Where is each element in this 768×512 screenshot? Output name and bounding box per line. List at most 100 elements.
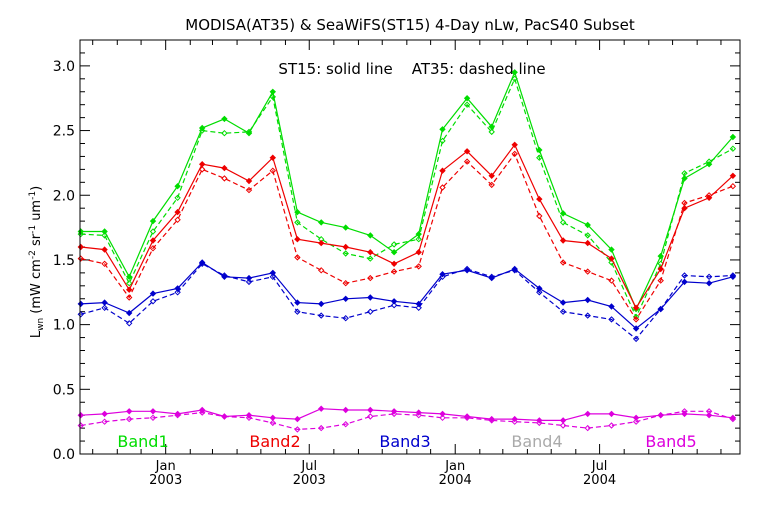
band2-point bbox=[367, 274, 374, 282]
band5-point bbox=[488, 417, 495, 424]
band2-point bbox=[657, 265, 664, 273]
band5-point bbox=[221, 413, 228, 420]
band2-point bbox=[681, 199, 688, 207]
band3-point bbox=[705, 273, 713, 281]
band3-point bbox=[415, 300, 422, 308]
band1-point bbox=[536, 146, 543, 154]
band3-point bbox=[511, 267, 518, 274]
band2-point bbox=[294, 235, 301, 243]
band2-point bbox=[174, 208, 181, 216]
band1-point bbox=[367, 255, 374, 262]
band3-point bbox=[536, 285, 543, 292]
band3-point bbox=[342, 295, 349, 303]
band5-point bbox=[632, 414, 640, 422]
y-tick-label: 2.5 bbox=[53, 124, 75, 140]
band1-point bbox=[390, 241, 398, 248]
band3-point bbox=[294, 299, 301, 306]
band2-point bbox=[584, 268, 591, 275]
band3-point bbox=[463, 265, 471, 273]
band2-point bbox=[705, 192, 713, 199]
band5-point bbox=[439, 414, 446, 422]
band3-point bbox=[269, 269, 277, 277]
legend-item: Band1 bbox=[117, 432, 168, 451]
band5-point bbox=[342, 420, 349, 428]
band2-point bbox=[77, 243, 85, 251]
band5-point bbox=[681, 408, 688, 415]
band1-point bbox=[294, 208, 301, 216]
band5-point bbox=[559, 422, 567, 429]
band2-point bbox=[511, 150, 518, 158]
band3-point bbox=[317, 300, 325, 308]
band2-point bbox=[269, 167, 277, 174]
band3-point bbox=[367, 308, 374, 315]
band3-point bbox=[101, 304, 108, 312]
band5-point bbox=[705, 408, 713, 415]
band1-point bbox=[125, 273, 133, 281]
band5-point bbox=[317, 424, 325, 432]
band1-point bbox=[269, 93, 277, 101]
x-tick-label-year: 2003 bbox=[293, 473, 326, 488]
band3-solid-line bbox=[80, 261, 734, 330]
band1-point bbox=[415, 235, 422, 243]
band3-point bbox=[632, 335, 640, 343]
band2-point bbox=[729, 172, 737, 180]
band3-point bbox=[681, 272, 688, 279]
band2-point bbox=[221, 175, 228, 182]
band1-point bbox=[269, 88, 277, 96]
band5-point bbox=[101, 418, 108, 425]
band2-point bbox=[488, 172, 495, 180]
band2-point bbox=[488, 181, 495, 189]
x-tick-label-year: 2004 bbox=[439, 473, 472, 488]
band1-point bbox=[681, 170, 688, 177]
x-tick-label-year: 2003 bbox=[149, 473, 182, 488]
band3-point bbox=[198, 259, 206, 266]
band3-point bbox=[245, 274, 253, 282]
band5-point bbox=[149, 414, 157, 422]
band5-point bbox=[463, 413, 471, 420]
band2-point bbox=[463, 148, 471, 155]
band2-point bbox=[559, 259, 567, 266]
band1-point bbox=[317, 219, 325, 226]
band5-point bbox=[367, 413, 374, 420]
band1-point bbox=[77, 230, 85, 238]
band2-point bbox=[198, 160, 206, 168]
band2-point bbox=[415, 263, 422, 270]
band1-point bbox=[705, 158, 713, 165]
band1-point bbox=[584, 232, 591, 239]
band1-solid-line bbox=[80, 70, 734, 311]
band3-point bbox=[584, 312, 591, 319]
band3-point bbox=[149, 290, 157, 297]
band2-point bbox=[269, 154, 277, 161]
band2-point bbox=[681, 204, 688, 212]
band3-point bbox=[439, 273, 446, 281]
band1-point bbox=[559, 219, 567, 226]
y-tick-label: 2.0 bbox=[53, 188, 75, 204]
band2-point bbox=[245, 177, 253, 185]
band5-point bbox=[511, 418, 518, 425]
band3-point bbox=[101, 299, 108, 306]
band2-point bbox=[101, 246, 108, 253]
band3-dashed-line bbox=[80, 263, 733, 340]
y-axis-label: Lwn (mW cm-2 sr-1 um-1) bbox=[28, 186, 46, 338]
band2-point bbox=[198, 166, 206, 173]
band2-point bbox=[608, 255, 615, 262]
band5-point bbox=[584, 424, 591, 432]
band1-point bbox=[439, 137, 446, 145]
band3-point bbox=[149, 298, 157, 305]
band1-dashed-line bbox=[80, 77, 734, 319]
band1-point bbox=[608, 246, 615, 253]
band5-point bbox=[294, 415, 301, 423]
band5-point bbox=[632, 418, 640, 425]
band1-point bbox=[245, 128, 253, 136]
band1-point bbox=[584, 221, 591, 229]
band1-point bbox=[439, 126, 446, 133]
band3-point bbox=[269, 273, 277, 281]
band2-point bbox=[439, 167, 446, 174]
legend-item: Band2 bbox=[249, 432, 300, 451]
band2-dashed-line bbox=[80, 152, 734, 321]
band2-point bbox=[390, 260, 398, 268]
band3-point bbox=[681, 278, 688, 286]
band1-point bbox=[221, 115, 228, 123]
band2-point bbox=[729, 182, 737, 190]
